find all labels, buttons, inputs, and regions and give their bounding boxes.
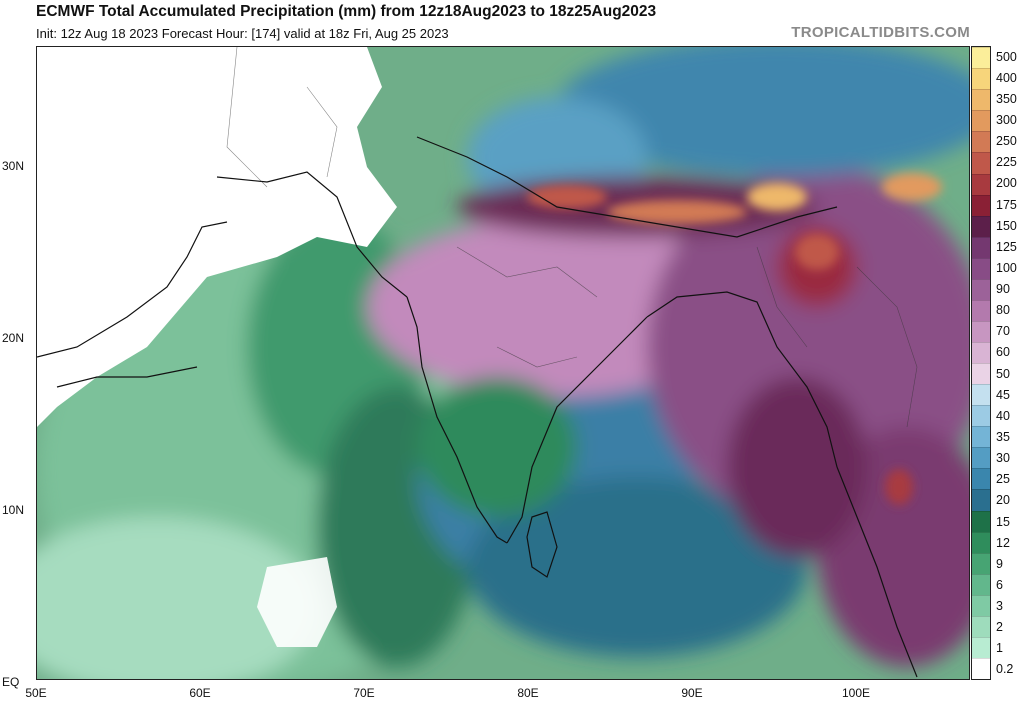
colorbar-tick-label: 35 <box>996 429 1010 444</box>
colorbar-tick-label: 250 <box>996 134 1017 149</box>
colorbar-swatch <box>972 131 990 153</box>
colorbar-tick-label: 45 <box>996 387 1010 402</box>
heavy-rain-band <box>527 173 942 505</box>
colorbar-tick-label: 100 <box>996 260 1017 275</box>
colorbar-swatch <box>972 489 990 511</box>
colorbar-swatch <box>972 47 990 69</box>
colorbar-swatch <box>972 636 990 658</box>
map-canvas <box>37 47 969 679</box>
colorbar-swatch <box>972 447 990 469</box>
internal-borders <box>226 47 918 428</box>
colorbar-tick-label: 2 <box>996 620 1003 635</box>
colorbar-tick-label: 3 <box>996 599 1003 614</box>
colorbar-swatch <box>972 299 990 321</box>
precip-colorbar <box>971 46 991 680</box>
colorbar-tick-label: 125 <box>996 239 1017 254</box>
precipitation-map <box>36 46 970 680</box>
lon-label-80e: 80E <box>517 686 539 700</box>
colorbar-swatch <box>972 68 990 90</box>
colorbar-swatch <box>972 363 990 385</box>
colorbar-swatch <box>972 510 990 532</box>
lon-label-60e: 60E <box>189 686 211 700</box>
colorbar-swatch <box>972 384 990 406</box>
site-credit: TROPICALTIDBITS.COM <box>791 24 970 41</box>
colorbar-swatch <box>972 152 990 174</box>
colorbar-tick-label: 175 <box>996 197 1017 212</box>
colorbar-swatch <box>972 278 990 300</box>
colorbar-tick-label: 6 <box>996 577 1003 592</box>
precip-field <box>37 47 969 679</box>
coastlines <box>37 136 918 678</box>
dry-region <box>37 47 397 647</box>
colorbar-tick-label: 500 <box>996 49 1017 64</box>
colorbar-tick-label: 0.2 <box>996 662 1014 677</box>
lon-label-90e: 90E <box>681 686 703 700</box>
colorbar-swatch <box>972 531 990 553</box>
colorbar-tick-label: 90 <box>996 282 1010 297</box>
colorbar-swatch <box>972 110 990 132</box>
colorbar-swatch <box>972 594 990 616</box>
lon-label-50e: 50E <box>25 686 47 700</box>
colorbar-swatch <box>972 194 990 216</box>
colorbar-tick-label: 25 <box>996 472 1010 487</box>
colorbar-swatch <box>972 173 990 195</box>
chart-subtitle: Init: 12z Aug 18 2023 Forecast Hour: [17… <box>36 26 449 41</box>
colorbar-tick-label: 350 <box>996 91 1017 106</box>
lat-label-20n: 20N <box>2 331 25 345</box>
colorbar-swatch <box>972 615 990 637</box>
colorbar-swatch <box>972 657 990 679</box>
colorbar-swatch <box>972 405 990 427</box>
colorbar-swatch <box>972 552 990 574</box>
lat-label-30n: 30N <box>2 159 25 173</box>
colorbar-swatch <box>972 426 990 448</box>
colorbar-tick-label: 30 <box>996 451 1010 466</box>
colorbar-swatch <box>972 236 990 258</box>
colorbar-tick-label: 9 <box>996 556 1003 571</box>
colorbar-swatch <box>972 342 990 364</box>
colorbar-tick-label: 150 <box>996 218 1017 233</box>
colorbar-tick-label: 225 <box>996 155 1017 170</box>
colorbar-tick-label: 40 <box>996 408 1010 423</box>
lat-label-10n: 10N <box>2 503 25 517</box>
colorbar-tick-label: 60 <box>996 345 1010 360</box>
colorbar-tick-label: 70 <box>996 324 1010 339</box>
colorbar-tick-label: 1 <box>996 641 1003 656</box>
colorbar-swatch <box>972 468 990 490</box>
lon-label-100e: 100E <box>841 686 871 700</box>
colorbar-swatch <box>972 89 990 111</box>
colorbar-swatch <box>972 215 990 237</box>
colorbar-swatch <box>972 320 990 342</box>
colorbar-tick-label: 15 <box>996 514 1010 529</box>
colorbar-tick-label: 50 <box>996 366 1010 381</box>
colorbar-swatch <box>972 257 990 279</box>
lat-label-eq: EQ <box>2 675 20 689</box>
lon-label-70e: 70E <box>353 686 375 700</box>
colorbar-tick-label: 400 <box>996 70 1017 85</box>
colorbar-tick-label: 12 <box>996 535 1010 550</box>
colorbar-tick-label: 200 <box>996 176 1017 191</box>
colorbar-tick-label: 80 <box>996 303 1010 318</box>
colorbar-tick-label: 20 <box>996 493 1010 508</box>
colorbar-tick-label: 300 <box>996 112 1017 127</box>
colorbar-swatch <box>972 573 990 595</box>
chart-title: ECMWF Total Accumulated Precipitation (m… <box>36 3 657 20</box>
